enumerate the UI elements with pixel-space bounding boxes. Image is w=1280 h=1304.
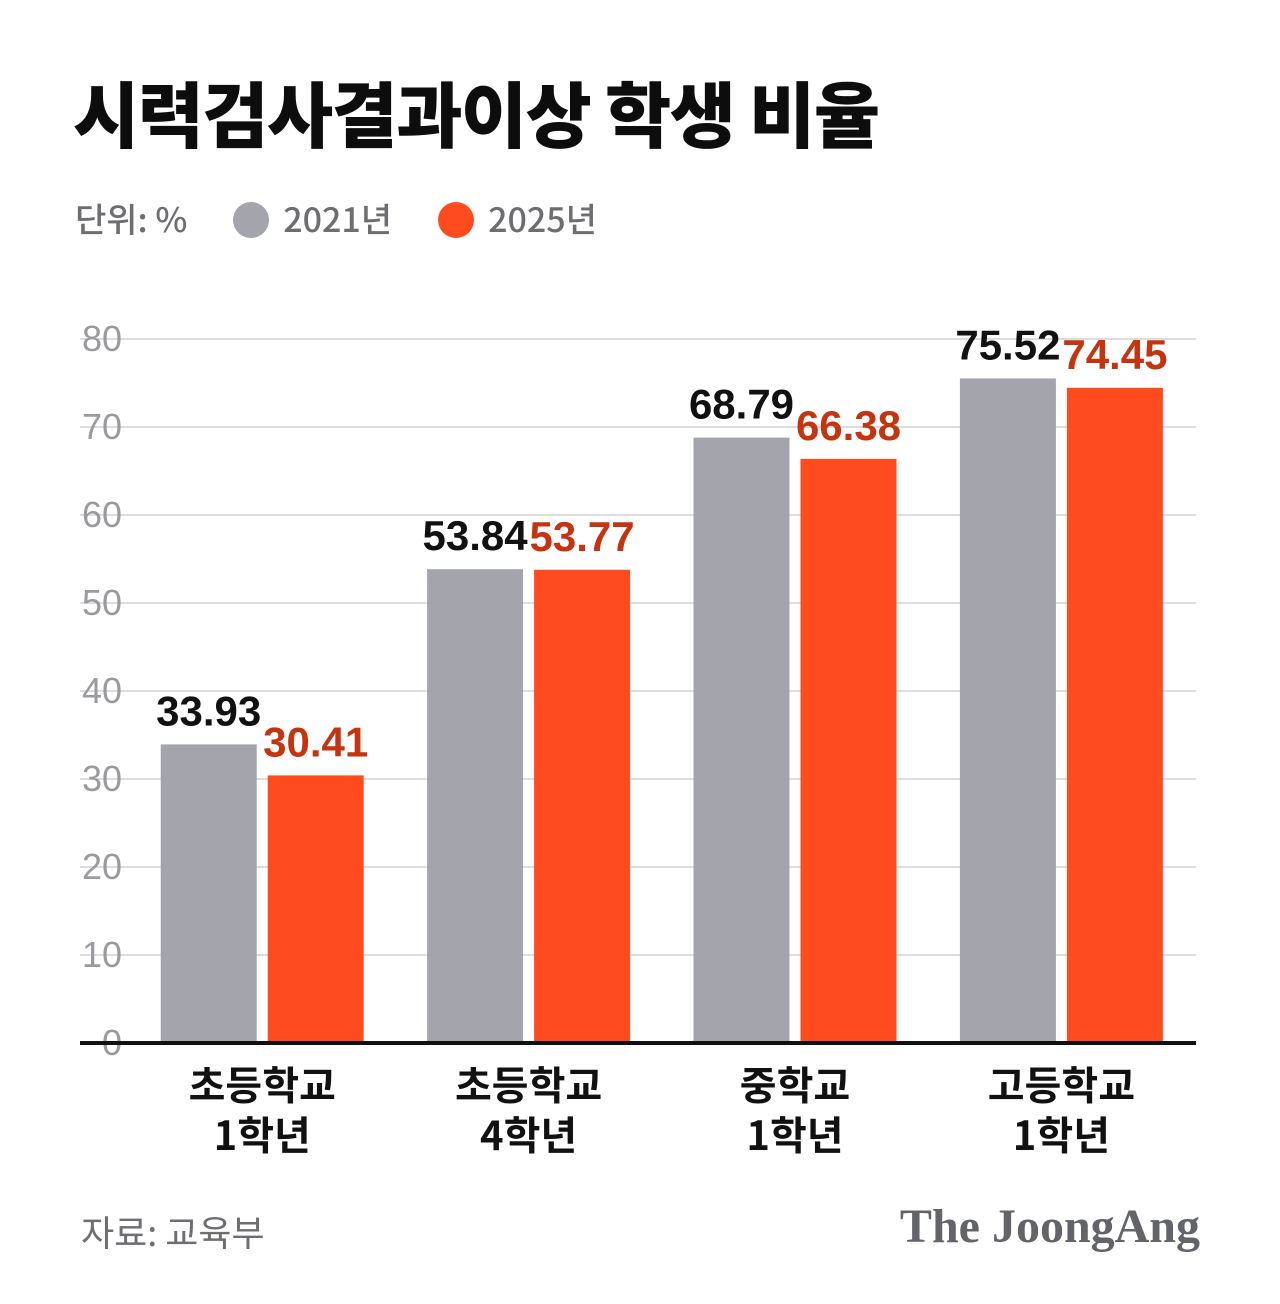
svg-text:50: 50	[82, 582, 122, 623]
svg-text:70: 70	[82, 406, 122, 447]
svg-text:53.77: 53.77	[530, 513, 635, 560]
svg-text:40: 40	[82, 670, 122, 711]
svg-text:10: 10	[82, 934, 122, 975]
svg-text:4학년: 4학년	[480, 1104, 577, 1162]
svg-text:66.38: 66.38	[796, 402, 901, 449]
svg-text:1학년: 1학년	[1013, 1104, 1110, 1162]
svg-text:1학년: 1학년	[214, 1104, 311, 1162]
svg-text:74.45: 74.45	[1062, 331, 1167, 378]
svg-text:30: 30	[82, 758, 122, 799]
svg-text:33.93: 33.93	[156, 687, 261, 734]
svg-text:53.84: 53.84	[423, 512, 529, 559]
svg-text:68.79: 68.79	[689, 381, 794, 428]
svg-text:75.52: 75.52	[955, 321, 1060, 368]
svg-text:20: 20	[82, 846, 122, 887]
svg-text:80: 80	[82, 318, 122, 359]
svg-text:30.41: 30.41	[263, 718, 368, 765]
svg-text:60: 60	[82, 494, 122, 535]
svg-text:1학년: 1학년	[746, 1104, 843, 1162]
